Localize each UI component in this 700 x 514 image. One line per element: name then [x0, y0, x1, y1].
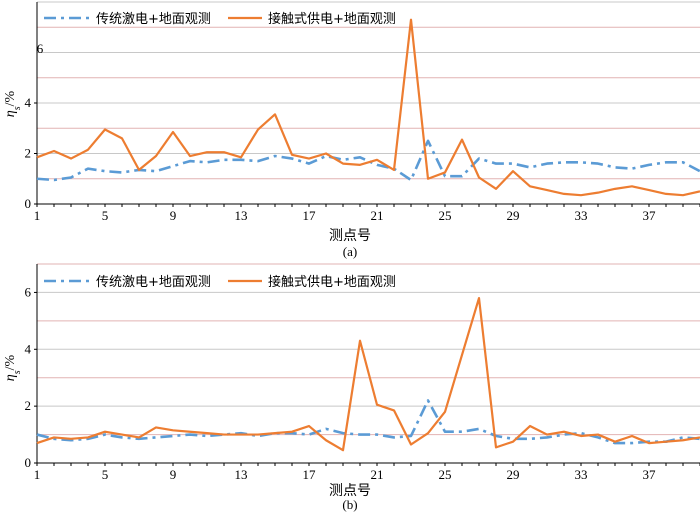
legend-entry: 传统激电+地面观测: [96, 12, 211, 27]
x-tick-label: 1: [34, 208, 41, 223]
y-axis-label-subscript: s: [12, 106, 23, 110]
y-tick-label: 0: [25, 455, 32, 470]
x-axis-label: 测点号: [329, 483, 371, 499]
y-tick-label: 4: [25, 341, 32, 356]
x-tick-label: 21: [371, 467, 384, 482]
x-tick-label: 9: [170, 208, 177, 223]
y-tick-label: 4: [25, 95, 32, 110]
x-tick-label: 5: [102, 208, 109, 223]
legend-entry: 接触式供电+地面观测: [268, 274, 396, 290]
y-tick-label: 2: [25, 398, 32, 413]
panel-caption: (a): [343, 244, 357, 259]
series-line-traditional: [36, 139, 700, 182]
x-tick-label: 13: [235, 467, 248, 482]
x-tick-label: 1: [34, 467, 41, 482]
x-tick-label: 5: [102, 467, 109, 482]
legend-entry: 接触式供电+地面观测: [268, 11, 396, 27]
y-axis-label-symbol: η: [3, 374, 18, 381]
x-axis-label: 测点号: [329, 228, 371, 244]
x-tick-label: 33: [575, 467, 588, 482]
x-tick-label: 25: [439, 208, 452, 223]
x-tick-label: 37: [643, 467, 657, 482]
series-line-contact: [36, 18, 700, 197]
chart-panel-b: 0 2 4 6 1 5 9 13 17 21 25 29 33 37 传统激电+地面观测 接触式供电+地面观测…: [3, 263, 700, 512]
y-axis-label-subscript: s: [12, 370, 23, 374]
series-line-contact: [36, 297, 700, 452]
y-tick-label: 6: [25, 284, 32, 299]
chart-panel-a: 0 2 4 1 5 9 13 17 21 25 29 33 37 6 传统激电+地面观测 接触式供电+地面观测…: [3, 1, 700, 259]
x-tick-label: 33: [575, 208, 588, 223]
y-axis-label: ηs/%: [3, 354, 23, 381]
y-tick-label: 0: [25, 196, 32, 211]
x-tick-label: 25: [439, 467, 452, 482]
x-tick-label: 29: [507, 208, 520, 223]
x-tick-label: 9: [170, 467, 177, 482]
y-axis-label-symbol: η: [3, 110, 18, 117]
legend: 传统激电+地面观测 接触式供电+地面观测: [44, 274, 396, 290]
y-axis-label-unit: /%: [3, 90, 18, 106]
y-tick-label: 2: [25, 146, 32, 161]
y-axis-label-unit: /%: [3, 354, 18, 370]
legend-entry: 传统激电+地面观测: [96, 275, 211, 290]
legend: 传统激电+地面观测 接触式供电+地面观测: [44, 11, 396, 27]
x-tick-label: 21: [371, 208, 384, 223]
y-axis-label: ηs/%: [3, 90, 23, 117]
x-tick-label: 17: [303, 467, 317, 482]
stray-label: 6: [37, 41, 44, 56]
x-tick-label: 13: [235, 208, 248, 223]
x-tick-label: 17: [303, 208, 317, 223]
x-tick-label: 37: [643, 208, 657, 223]
panel-caption: (b): [342, 497, 357, 512]
x-tick-label: 29: [507, 467, 520, 482]
